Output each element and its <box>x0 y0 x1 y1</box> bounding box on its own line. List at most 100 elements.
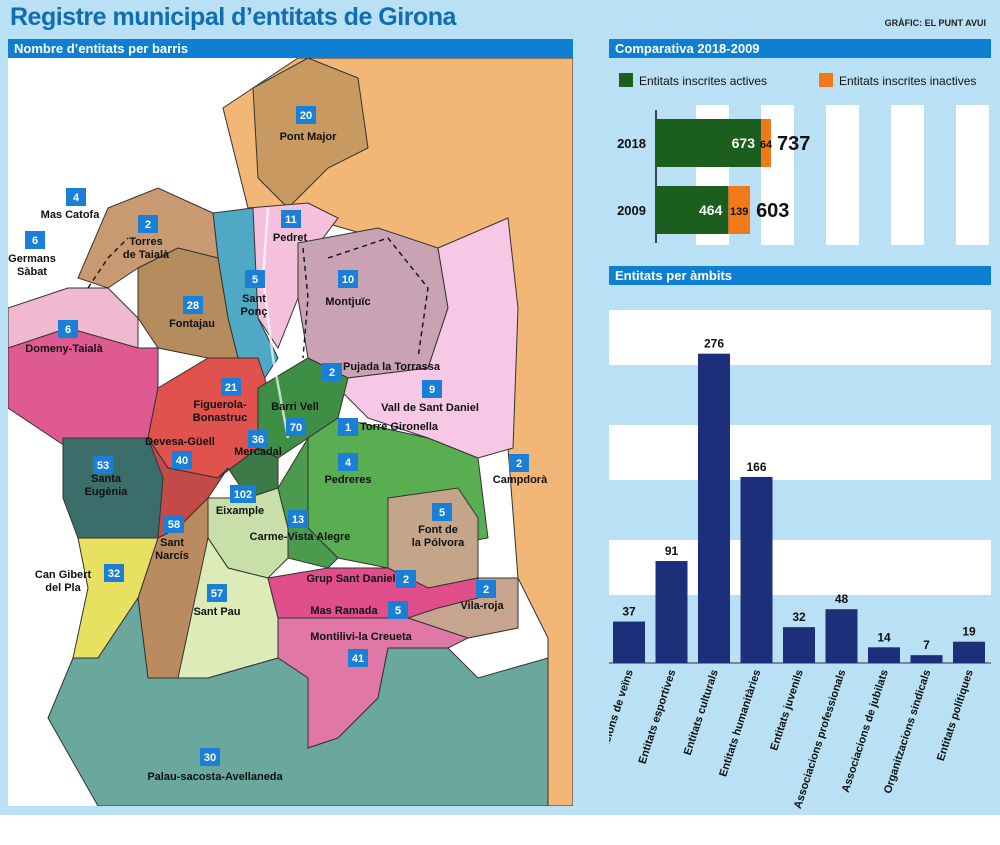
badge-box <box>25 231 45 249</box>
category-label: Entitats polítiques <box>935 668 976 762</box>
badge-box <box>286 418 306 436</box>
badge-box <box>432 503 452 521</box>
bar <box>740 476 773 663</box>
legend-label-inactive: Entitats inscrites inactives <box>839 74 977 88</box>
neighborhood-badge: 5 <box>388 601 408 619</box>
bar <box>868 647 900 663</box>
grid-column <box>891 105 924 245</box>
badge-count: 4 <box>73 192 80 204</box>
neighborhood-badge: 36 <box>248 430 268 448</box>
category-label: Associacions de jubilats <box>840 668 891 794</box>
badge-count: 70 <box>290 422 302 434</box>
badge-box <box>104 564 124 582</box>
neighborhood-label: Mas Catofa <box>41 209 101 221</box>
neighborhood-badge: 4 <box>66 188 86 206</box>
badge-box <box>221 378 241 396</box>
category-label: Associacions de veïns <box>609 668 636 784</box>
map-header: Nombre d’entitats per barris <box>8 39 573 58</box>
badge-count: 5 <box>252 274 258 286</box>
bar <box>953 641 985 663</box>
badge-count: 102 <box>234 489 252 501</box>
legend-swatch-inactive <box>819 73 833 87</box>
badge-box <box>248 430 268 448</box>
badge-box <box>200 748 220 766</box>
neighborhood-label: Figuerola-Bonastruc <box>193 399 247 424</box>
bar-value: 91 <box>665 544 679 558</box>
badge-box <box>138 215 158 233</box>
dashed-boundary <box>87 237 429 359</box>
bar-value: 166 <box>746 460 766 474</box>
badge-count: 28 <box>187 300 199 312</box>
neighborhood-label: Palau-sacosta-Avellaneda <box>147 771 283 783</box>
badge-box <box>207 584 227 602</box>
neighborhood-label: Pont Major <box>280 131 338 143</box>
bar-value: 37 <box>622 605 636 619</box>
total-value: 603 <box>756 200 789 222</box>
legend-inactive: Entitats inscrites inactives <box>819 73 976 88</box>
legend-swatch-active <box>619 73 633 87</box>
ambits-svg: 37 Associacions de veïns 91 Entitats esport… <box>609 310 991 810</box>
bar-value: 276 <box>704 337 724 351</box>
badge-count: 11 <box>285 214 297 226</box>
map-svg: 20 Pont Major 4 Mas Catofa 2 Torres de Taialà 6… <box>8 58 573 806</box>
badge-box <box>422 380 442 398</box>
bar-value: 48 <box>835 592 849 606</box>
bar <box>655 561 688 663</box>
badge-box <box>388 601 408 619</box>
category-label: Entitats juvenils <box>768 668 805 752</box>
badge-count: 1 <box>345 422 351 434</box>
bar <box>613 621 645 663</box>
neighborhood-map: 20 Pont Major 4 Mas Catofa 2 Torres de Taialà 6… <box>8 58 573 806</box>
badge-count: 10 <box>342 274 354 286</box>
map-labels: 20 Pont Major 4 Mas Catofa 2 Torres de Taialà 6… <box>8 106 548 783</box>
badge-count: 2 <box>516 458 522 470</box>
neighborhood-badge: 2 <box>396 570 416 588</box>
neighborhood-label: Fontajau <box>169 318 215 330</box>
bar-value: 19 <box>962 625 976 639</box>
grid-band <box>609 310 991 365</box>
badge-box <box>230 485 256 503</box>
badge-box <box>338 453 358 471</box>
comparison-svg: 2018 673 64 737 2009 464 139 603 <box>617 105 989 245</box>
neighborhood-label: Santa Eugènia <box>85 473 129 498</box>
badge-count: 5 <box>439 507 445 519</box>
badge-count: 21 <box>225 382 237 394</box>
badge-box <box>164 515 184 533</box>
neighborhood-label: Vall de Sant Daniel <box>381 402 479 414</box>
neighborhood-label: Sant Pau <box>193 606 240 618</box>
neighborhood-label: Vila-roja <box>460 600 504 612</box>
neighborhood-badge: 10 <box>338 270 358 288</box>
river-line <box>261 207 290 439</box>
stack-segment <box>760 119 771 167</box>
badge-box <box>58 320 78 338</box>
badge-box <box>66 188 86 206</box>
segment-value: 139 <box>730 206 748 218</box>
badge-box <box>338 270 358 288</box>
category-label: 2009 <box>617 203 646 218</box>
neighborhood-label: Pedreres <box>324 474 371 486</box>
badge-box <box>245 270 265 288</box>
stack-segment <box>656 119 761 167</box>
badge-count: 32 <box>108 568 120 580</box>
badge-count: 2 <box>403 574 409 586</box>
ambits-chart: 37 Associacions de veïns 91 Entitats esport… <box>609 290 991 810</box>
neighborhood-badge: 32 <box>104 564 124 582</box>
region-pont-major-urban <box>252 58 369 209</box>
badge-box <box>476 580 496 598</box>
neighborhood-label: Mercadal <box>234 446 282 458</box>
neighborhood-badge: 1 <box>338 418 358 436</box>
neighborhood-label: Germans Sàbat <box>8 253 56 278</box>
badge-box <box>396 570 416 588</box>
neighborhood-badge: 9 <box>422 380 442 398</box>
bar <box>783 627 815 663</box>
neighborhood-label: Grup Sant Daniel <box>306 573 395 585</box>
legend-label-active: Entitats inscrites actives <box>639 74 768 88</box>
neighborhood-badge: 11 <box>281 210 301 228</box>
neighborhood-badge: 30 <box>200 748 220 766</box>
badge-box <box>183 296 203 314</box>
grid-band <box>609 425 991 480</box>
badge-box <box>509 454 529 472</box>
badge-count: 40 <box>176 455 188 467</box>
badge-count: 20 <box>300 110 312 122</box>
credit-text: GRÀFIC: EL PUNT AVUI <box>884 18 986 28</box>
